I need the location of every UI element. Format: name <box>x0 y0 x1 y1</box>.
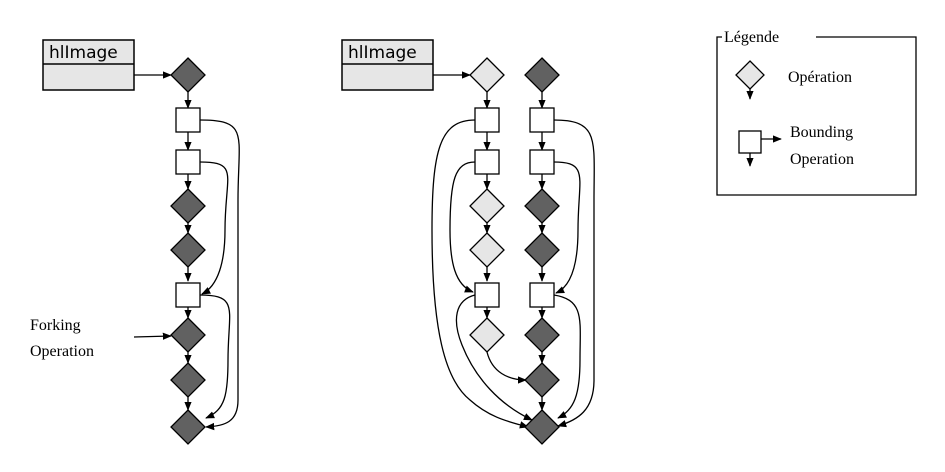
legend-title: Légende <box>724 29 779 46</box>
right-a-bounding-op-3 <box>474 282 500 308</box>
forking-label-line2: Operation <box>30 343 94 360</box>
right-image-box: hlImage <box>341 39 434 91</box>
left-bounding-op-2 <box>175 149 201 175</box>
right-b-op-2 <box>524 188 560 224</box>
right-a-op-3 <box>469 232 505 268</box>
right-a-bounding-op-2 <box>474 149 500 175</box>
right-diagram: hlImage <box>341 39 595 445</box>
left-op-4 <box>170 362 206 398</box>
legend: Légende Opération Bounding Operation <box>716 29 917 196</box>
legend-operation-icon <box>735 60 765 90</box>
right-image-label: hlImage <box>348 43 417 63</box>
left-forking-op <box>170 317 206 353</box>
right-b-op-3 <box>524 232 560 268</box>
left-image-label: hlImage <box>49 43 118 63</box>
right-b-bounding-op-3 <box>529 282 555 308</box>
left-op-5 <box>170 409 206 445</box>
right-a-op-1 <box>469 57 505 93</box>
right-b-op-5 <box>524 362 560 398</box>
left-op-2 <box>170 188 206 224</box>
right-a-op-2 <box>469 188 505 224</box>
right-a-op-4 <box>469 317 505 353</box>
right-b-bounding-op-1 <box>529 107 555 133</box>
right-b-op-1 <box>524 57 560 93</box>
right-b-op-6 <box>524 409 560 445</box>
left-bounding-op-3 <box>175 282 201 308</box>
legend-bounding-icon <box>738 130 762 154</box>
left-diagram: hlImage <box>30 39 240 445</box>
left-op-1 <box>170 57 206 93</box>
right-a-bounding-op-1 <box>474 107 500 133</box>
left-image-box: hlImage <box>42 39 135 91</box>
left-op-3 <box>170 232 206 268</box>
right-b-bounding-op-2 <box>529 149 555 175</box>
right-b-op-4 <box>524 317 560 353</box>
legend-bounding-label-line2: Operation <box>790 151 854 168</box>
forking-label-line1: Forking <box>30 317 81 334</box>
legend-operation-label: Opération <box>788 69 852 86</box>
left-bounding-op-1 <box>175 107 201 133</box>
legend-bounding-label-line1: Bounding <box>790 124 853 141</box>
